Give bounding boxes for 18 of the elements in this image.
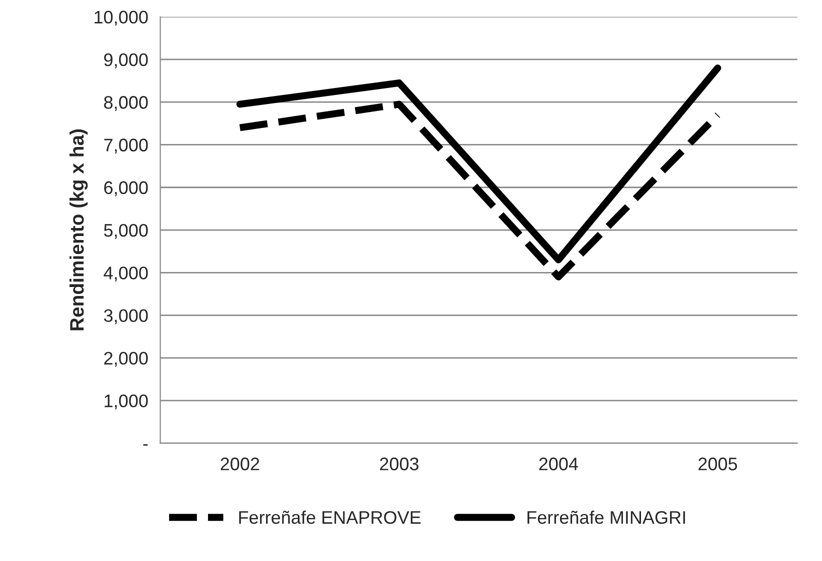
y-tick-label: 5,000 [104,224,148,239]
y-tick-label: - [143,444,148,446]
y-axis-title: Rendimiento (kg x ha) [70,129,88,330]
y-tick-label: 3,000 [104,309,148,324]
y-tick-label: 9,000 [104,53,148,68]
x-tick-label: 2005 [698,458,738,470]
y-tick-label: 4,000 [104,266,148,282]
y-tick-label: 7,000 [104,138,148,154]
legend-label: Ferreñafe ENAPROVE [239,510,421,524]
x-tick-label: 2004 [539,458,578,470]
x-tick-label: 2003 [380,458,418,470]
y-tick-label: 8,000 [104,96,148,111]
legend-label: Ferreñafe MINAGRI [528,510,685,524]
y-tick-label: 2,000 [104,352,148,367]
x-tick-label: 2002 [220,458,260,470]
y-tick-label: 10,000 [94,10,148,26]
y-tick-label: 1,000 [104,394,148,410]
y-tick-label: 6,000 [104,181,148,196]
